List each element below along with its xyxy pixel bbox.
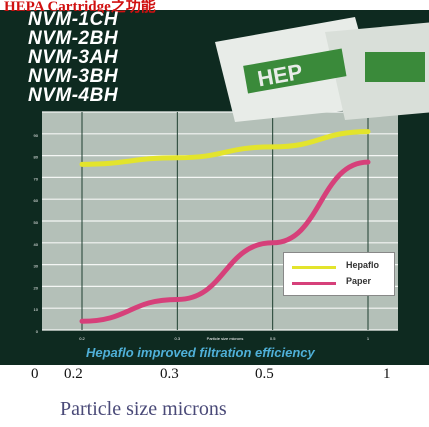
legend-swatch-paper xyxy=(292,282,336,285)
legend-item-paper: Paper xyxy=(292,276,392,290)
inner-x-tick-label: 0.3 xyxy=(175,336,181,341)
legend-item-hepaflo: Hepaflo xyxy=(292,260,392,274)
y-tick-label: 10 xyxy=(34,307,39,312)
y-tick-label: 40 xyxy=(34,242,39,247)
chart-caption: Hepaflo improved filtration efficiency xyxy=(86,345,315,360)
product-photo: HEP xyxy=(215,17,429,122)
y-tick-label: 0 xyxy=(36,329,39,334)
y-tick-label: 90 xyxy=(34,133,39,138)
inner-x-tick-label: 0.5 xyxy=(270,336,276,341)
y-tick-label: 60 xyxy=(34,198,39,203)
legend-label-hepaflo: Hepaflo xyxy=(346,260,380,270)
y-tick-label: 50 xyxy=(34,220,39,225)
y-tick-label: 30 xyxy=(34,264,39,269)
heading: HEPA Cartridge之功能 xyxy=(4,0,156,15)
x-tick-label: 0.2 xyxy=(64,366,83,382)
x-tick-label: 0 xyxy=(31,366,39,382)
inner-x-tick-label: 1 xyxy=(367,336,370,341)
y-tick-label: 20 xyxy=(34,285,39,290)
x-tick-label: 0.5 xyxy=(255,366,274,382)
legend-label-paper: Paper xyxy=(346,276,372,286)
model-label-5: NVM-4BH xyxy=(28,85,119,106)
legend-swatch-hepaflo xyxy=(292,266,336,269)
series-line-paper xyxy=(79,159,371,324)
x-tick-label: 1 xyxy=(383,366,391,382)
inner-x-axis-label: Particle size microns xyxy=(207,336,244,341)
model-label-4: NVM-3BH xyxy=(28,66,119,87)
model-label-2: NVM-2BH xyxy=(28,28,119,49)
series-line-hepaflo xyxy=(79,129,371,167)
plot-area: 0 10 20 30 40 50 60 70 80 90 0.2 0.3 0.5 1 Particle si… xyxy=(34,111,398,341)
x-tick-label: 0.3 xyxy=(160,366,179,382)
chart-panel: 0 10 20 30 40 50 60 70 80 90 0.2 0.3 0.5 1 Particle si… xyxy=(0,0,429,365)
y-tick-label: 70 xyxy=(34,176,39,181)
y-tick-label: 80 xyxy=(34,155,39,160)
model-label-3: NVM-3AH xyxy=(28,47,119,68)
model-label-1: NVM-1CH xyxy=(28,9,119,30)
legend: Hepaflo Paper xyxy=(283,252,395,296)
x-axis-label: Particle size microns xyxy=(60,398,227,420)
header-strip: HEPA Cartridge之功能 xyxy=(0,0,429,15)
inner-x-tick-label: 0.2 xyxy=(79,336,85,341)
